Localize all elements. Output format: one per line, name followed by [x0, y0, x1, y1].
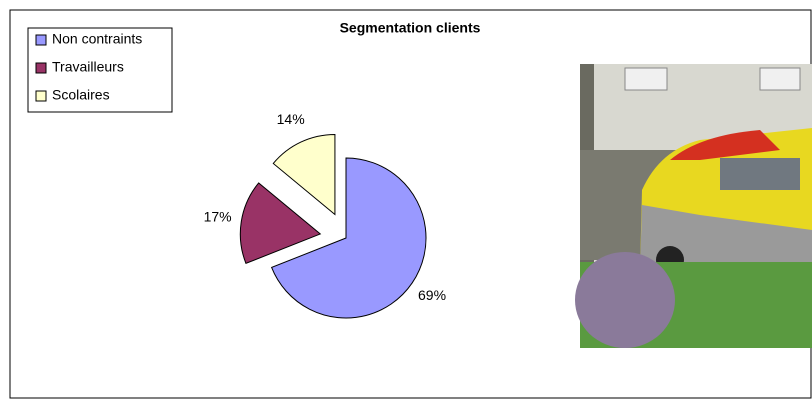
chart-title: Segmentation clients [340, 20, 481, 36]
legend-swatch [35, 34, 47, 46]
data-label: 17% [204, 208, 232, 224]
legend-box [27, 27, 173, 113]
pie-slice [270, 157, 427, 319]
pie-slice [272, 133, 336, 216]
data-label: 14% [277, 111, 305, 127]
photo [575, 64, 812, 348]
legend-swatch [35, 62, 47, 74]
photo-flowers [575, 252, 675, 348]
photo-van-roof [670, 130, 780, 160]
legend-label: Scolaires [52, 87, 110, 103]
pie-slice [239, 182, 322, 265]
photo-van-side [640, 205, 812, 270]
data-label: 69% [418, 287, 446, 303]
legend-swatch [35, 90, 47, 102]
photo-van-window [720, 158, 800, 190]
photo-window [624, 67, 668, 91]
photo-window [759, 67, 801, 91]
legend-label: Non contraints [52, 31, 142, 47]
legend-label: Travailleurs [52, 59, 124, 75]
